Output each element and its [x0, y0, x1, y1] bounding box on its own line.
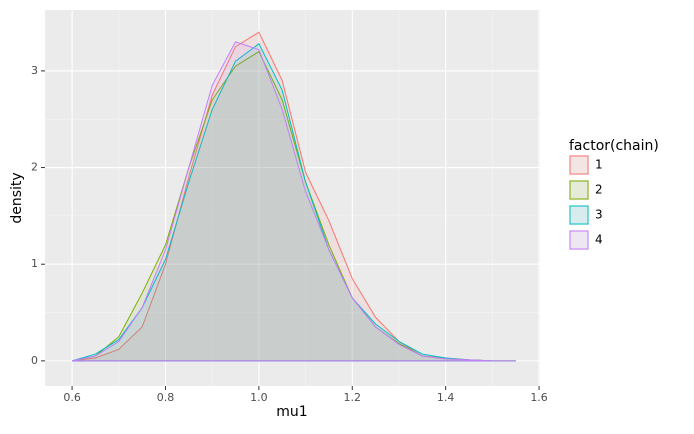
legend-swatch — [569, 180, 589, 200]
y-tick-label: 1 — [31, 257, 38, 270]
legend-label: 4 — [595, 233, 603, 247]
x-tick-label: 1.2 — [344, 391, 362, 404]
legend-key — [569, 205, 589, 225]
legend-key — [569, 230, 589, 250]
x-tick-label: 1.6 — [530, 391, 548, 404]
y-tick-label: 3 — [31, 64, 38, 77]
legend-label: 1 — [595, 158, 603, 172]
legend-label: 2 — [595, 183, 603, 197]
panel — [45, 10, 540, 386]
x-tick-label: 0.8 — [157, 391, 175, 404]
y-axis-title: density — [9, 172, 25, 223]
legend-label: 3 — [595, 208, 603, 222]
legend-swatch — [569, 230, 589, 250]
legend-key — [569, 155, 589, 175]
x-tick-label: 0.6 — [63, 391, 81, 404]
x-tick-label: 1.0 — [250, 391, 268, 404]
legend-swatch — [569, 155, 589, 175]
legend-key — [569, 180, 589, 200]
y-tick-label: 2 — [31, 161, 38, 174]
x-tick-label: 1.4 — [437, 391, 455, 404]
legend-swatch — [569, 205, 589, 225]
density-area — [71, 41, 516, 362]
x-axis-title: mu1 — [276, 404, 307, 420]
legend-title: factor(chain) — [569, 138, 659, 154]
y-tick-label: 0 — [31, 354, 38, 367]
